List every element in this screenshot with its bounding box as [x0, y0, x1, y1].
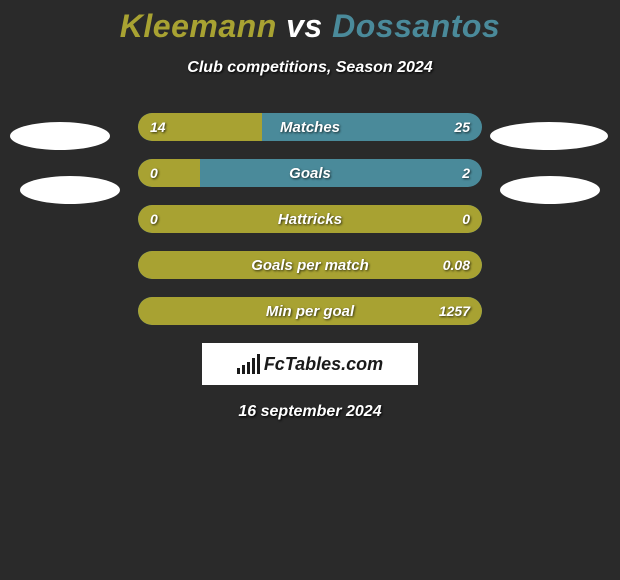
- logo-bar: [237, 368, 240, 374]
- stat-rows: 14Matches250Goals20Hattricks0Goals per m…: [138, 113, 482, 325]
- stat-row: 0Goals2: [138, 159, 482, 187]
- stat-value-right: 0: [462, 205, 470, 233]
- stat-row: 0Hattricks0: [138, 205, 482, 233]
- title-player2: Dossantos: [332, 8, 500, 44]
- decorative-ellipse: [500, 176, 600, 204]
- logo-bar: [257, 354, 260, 374]
- logo-text: FcTables.com: [264, 354, 383, 375]
- decorative-ellipse: [20, 176, 120, 204]
- logo-bar: [247, 362, 250, 374]
- stat-row: 14Matches25: [138, 113, 482, 141]
- subtitle: Club competitions, Season 2024: [0, 59, 620, 77]
- stat-value-right: 2: [462, 159, 470, 187]
- stat-value-right: 1257: [439, 297, 470, 325]
- stat-label: Hattricks: [138, 205, 482, 233]
- title-player1: Kleemann: [120, 8, 277, 44]
- stat-label: Min per goal: [138, 297, 482, 325]
- stat-value-right: 0.08: [443, 251, 470, 279]
- stat-row: Goals per match0.08: [138, 251, 482, 279]
- stat-value-right: 25: [454, 113, 470, 141]
- stat-label: Goals per match: [138, 251, 482, 279]
- decorative-ellipse: [490, 122, 608, 150]
- source-logo: FcTables.com: [202, 343, 418, 385]
- decorative-ellipse: [10, 122, 110, 150]
- stat-label: Goals: [138, 159, 482, 187]
- logo-bar: [242, 365, 245, 374]
- infographic-root: Kleemann vs Dossantos Club competitions,…: [0, 0, 620, 421]
- page-title: Kleemann vs Dossantos: [0, 8, 620, 45]
- stat-label: Matches: [138, 113, 482, 141]
- logo-bars-icon: [237, 354, 260, 374]
- date-label: 16 september 2024: [0, 403, 620, 421]
- title-vs: vs: [286, 8, 323, 44]
- stat-row: Min per goal1257: [138, 297, 482, 325]
- logo-bar: [252, 358, 255, 374]
